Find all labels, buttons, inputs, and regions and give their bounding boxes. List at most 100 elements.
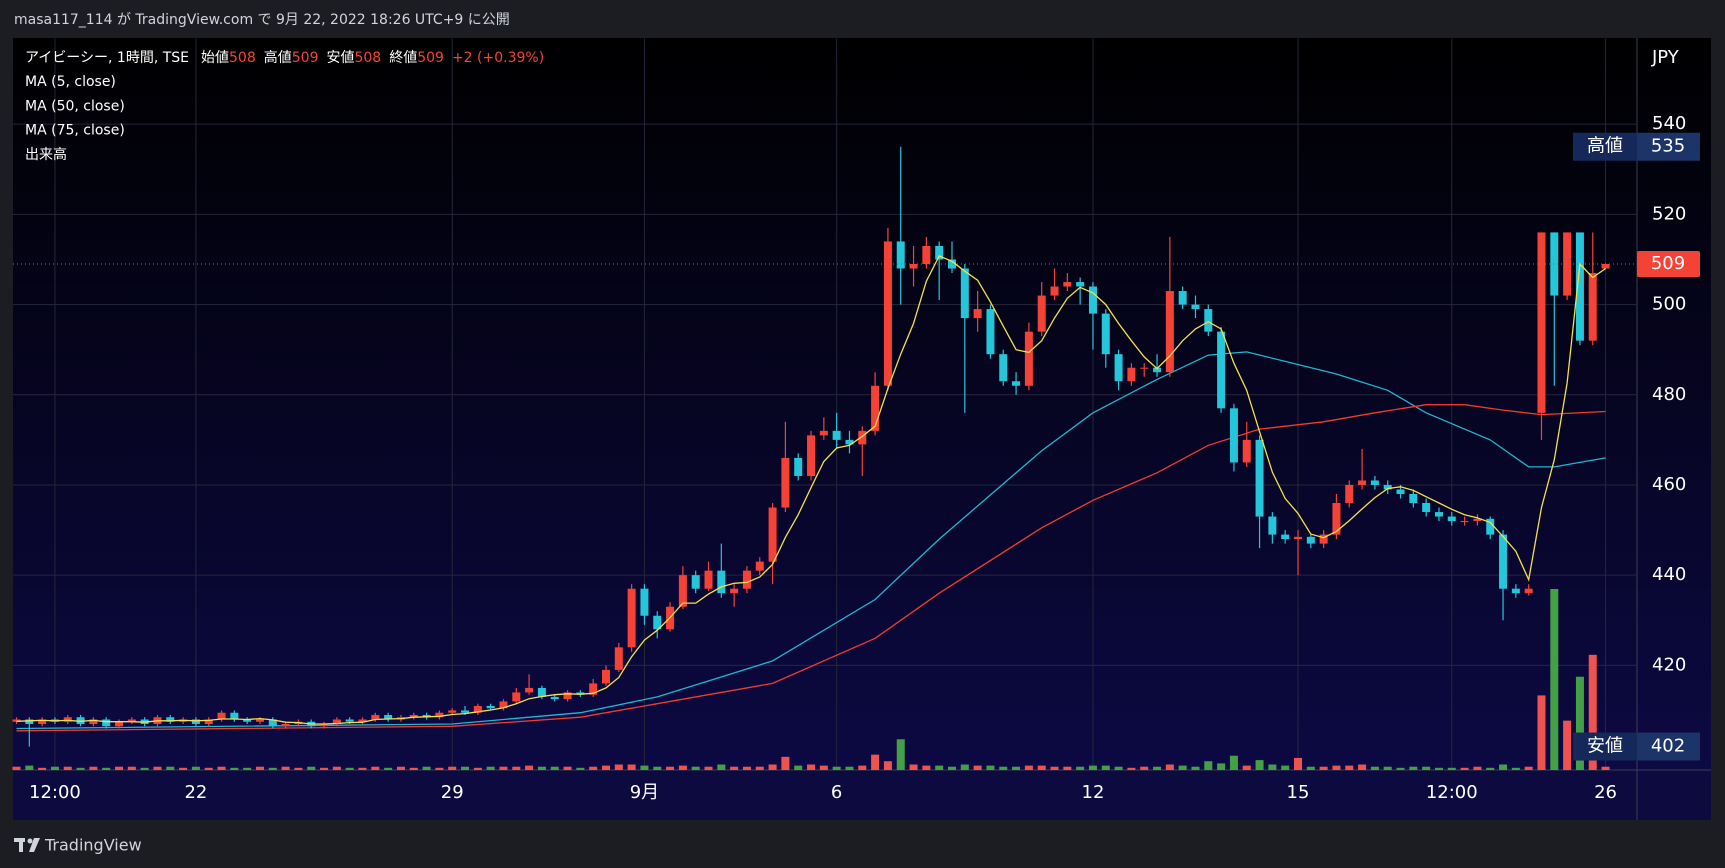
volume-bar [986,765,995,770]
volume-bar [1550,589,1559,770]
volume-bar [832,766,841,770]
volume-bar [1242,765,1251,770]
candle-body [1383,484,1392,490]
volume-bar [1601,766,1610,770]
change: +2 (+0.39%) [452,50,544,66]
extreme-value: 535 [1651,136,1685,157]
candle-body [1294,536,1302,540]
candle-body [742,570,751,589]
candle-body [1076,282,1085,287]
candle-body [166,717,175,722]
volume-bar [768,764,777,770]
x-tick-label: 12:00 [29,782,81,803]
volume-bar [1434,767,1443,770]
volume-bar [358,767,367,770]
y-tick-label: 520 [1652,203,1686,224]
volume-bar [294,767,303,770]
volume-bar [896,739,905,770]
candle-body [525,687,534,693]
y-tick-label: 540 [1652,113,1686,134]
volume-bar [1332,765,1341,770]
candle-body [640,588,649,616]
legend-entry: MA (50, close) [25,98,125,114]
candle-body [986,309,995,355]
volume-bar [1127,767,1136,770]
legend-ohlc: アイビーシー, 1時間, TSE 始値508 高値509 安値508 終値509 +2 (… [25,49,544,66]
volume-bar [999,766,1008,770]
candle-body [371,714,380,720]
candle-body [1537,232,1546,413]
x-tick-label: 9月 [630,782,659,803]
volume-bar [973,765,982,770]
extreme-value-box [1637,732,1700,761]
candle-body [755,561,764,571]
candle-body [1575,232,1584,341]
volume-bar [332,766,341,770]
ohlc-value: 509 [292,50,319,66]
ohlc-label: 始値 [201,50,229,66]
candle-body [230,712,239,720]
volume-bar [307,766,316,770]
candle-body [768,507,777,562]
volume-bar [345,767,354,770]
volume-bar [204,767,213,770]
x-tick-label: 6 [831,782,842,803]
currency: JPY [1651,47,1680,68]
y-tick-label: 460 [1652,474,1686,495]
candle-body [1165,291,1174,373]
volume-bar [883,761,892,770]
publish-note: masa117_114 が TradingView.com で 9月 22, 2… [14,12,510,28]
symbol: アイビーシー, 1時間, TSE [25,50,189,66]
candle-body [255,719,264,722]
volume-bar [486,766,495,770]
candle-body [819,430,828,436]
volume-bar [1370,766,1379,770]
candle-body [1473,518,1482,522]
candle-body [191,719,200,724]
volume-bar [1140,766,1149,770]
volume-bar [1575,676,1584,770]
ohlc-value: 508 [229,50,256,66]
volume-bar [614,764,623,770]
candle-body [461,710,470,713]
volume-bar [1204,761,1213,770]
candle-body [204,719,213,724]
candle-body [63,717,72,722]
candle-body [115,721,124,727]
volume-bar [1191,766,1200,770]
candle-body [1063,282,1072,287]
volume-bar [537,766,546,770]
volume-bar [499,766,508,770]
candle-body [1191,304,1200,310]
volume-bar [140,767,149,770]
volume-bar [781,756,790,770]
candle-body [832,430,841,440]
candle-body [717,570,726,594]
candle-body [537,687,546,697]
volume-bar [1447,767,1456,770]
legend-entry: MA (5, close) [25,74,116,90]
volume-bar [461,766,470,770]
volume-bar [871,754,880,770]
x-tick-label: 15 [1287,782,1310,803]
volume-bar [89,766,98,770]
candle-body [358,719,367,722]
candle-body [1460,521,1469,523]
volume-bar [1050,766,1059,770]
candle-body [12,719,21,722]
x-tick-label: 22 [184,782,207,803]
extreme-label-box [1573,132,1637,161]
volume-bar [1281,765,1290,770]
candle-body [281,723,290,727]
volume-bar [794,765,803,770]
volume-bar [1588,654,1597,770]
candle-body [1550,232,1559,296]
candle-body [1588,273,1597,341]
candle-body [345,719,354,722]
candle-body [1012,381,1021,386]
candle-body [217,712,226,720]
volume-bar [448,766,457,770]
volume-bar [268,767,277,770]
legend-entry: 出来高 [25,146,67,163]
